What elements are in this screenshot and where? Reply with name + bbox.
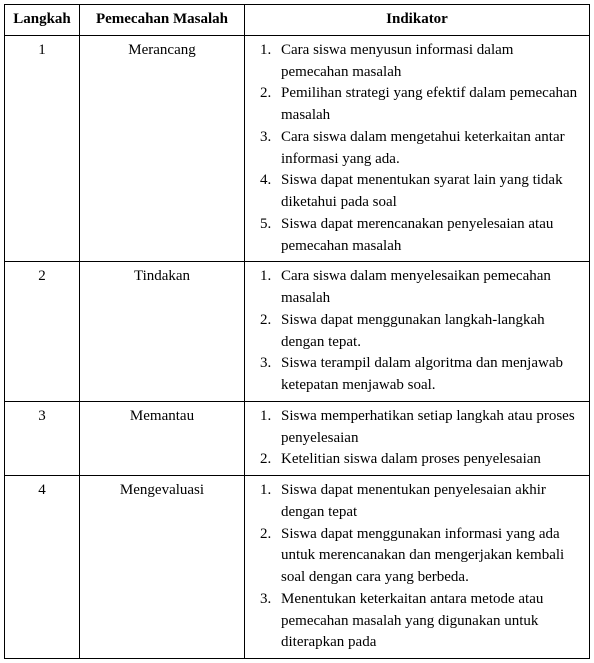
table-row: 1 Merancang Cara siswa menyusun informas… bbox=[5, 35, 590, 262]
indicator-cell: Siswa dapat menentukan penyelesaian akhi… bbox=[245, 476, 590, 659]
list-item: Cara siswa menyusun informasi dalam peme… bbox=[275, 40, 581, 84]
header-step: Langkah bbox=[5, 5, 80, 36]
indicator-cell: Cara siswa dalam menyelesaikan pemecahan… bbox=[245, 262, 590, 402]
indicator-list: Cara siswa menyusun informasi dalam peme… bbox=[253, 40, 581, 258]
solve-label: Mengevaluasi bbox=[80, 476, 245, 659]
step-number: 3 bbox=[5, 401, 80, 475]
header-indicator: Indikator bbox=[245, 5, 590, 36]
solve-label: Memantau bbox=[80, 401, 245, 475]
indicator-cell: Cara siswa menyusun informasi dalam peme… bbox=[245, 35, 590, 262]
list-item: Siswa dapat menentukan penyelesaian akhi… bbox=[275, 480, 581, 524]
step-number: 2 bbox=[5, 262, 80, 402]
list-item: Menentukan keterkaitan antara metode ata… bbox=[275, 589, 581, 654]
step-number: 4 bbox=[5, 476, 80, 659]
step-number: 1 bbox=[5, 35, 80, 262]
table-header-row: Langkah Pemecahan Masalah Indikator bbox=[5, 5, 590, 36]
solve-label: Tindakan bbox=[80, 262, 245, 402]
list-item: Siswa dapat menentukan syarat lain yang … bbox=[275, 170, 581, 214]
header-solve: Pemecahan Masalah bbox=[80, 5, 245, 36]
indicator-list: Cara siswa dalam menyelesaikan pemecahan… bbox=[253, 266, 581, 397]
list-item: Cara siswa dalam mengetahui keterkaitan … bbox=[275, 127, 581, 171]
list-item: Siswa terampil dalam algoritma dan menja… bbox=[275, 353, 581, 397]
list-item: Siswa dapat menggunakan langkah-langkah … bbox=[275, 310, 581, 354]
list-item: Siswa memperhatikan setiap langkah atau … bbox=[275, 406, 581, 450]
list-item: Siswa dapat merencanakan penyelesaian at… bbox=[275, 214, 581, 258]
list-item: Pemilihan strategi yang efektif dalam pe… bbox=[275, 83, 581, 127]
table-row: 4 Mengevaluasi Siswa dapat menentukan pe… bbox=[5, 476, 590, 659]
list-item: Siswa dapat menggunakan informasi yang a… bbox=[275, 524, 581, 589]
indicator-list: Siswa memperhatikan setiap langkah atau … bbox=[253, 406, 581, 471]
solve-label: Merancang bbox=[80, 35, 245, 262]
list-item: Cara siswa dalam menyelesaikan pemecahan… bbox=[275, 266, 581, 310]
indicator-list: Siswa dapat menentukan penyelesaian akhi… bbox=[253, 480, 581, 654]
list-item: Ketelitian siswa dalam proses penyelesai… bbox=[275, 449, 581, 471]
table-row: 3 Memantau Siswa memperhatikan setiap la… bbox=[5, 401, 590, 475]
indicator-cell: Siswa memperhatikan setiap langkah atau … bbox=[245, 401, 590, 475]
indicator-table: Langkah Pemecahan Masalah Indikator 1 Me… bbox=[4, 4, 590, 659]
table-row: 2 Tindakan Cara siswa dalam menyelesaika… bbox=[5, 262, 590, 402]
